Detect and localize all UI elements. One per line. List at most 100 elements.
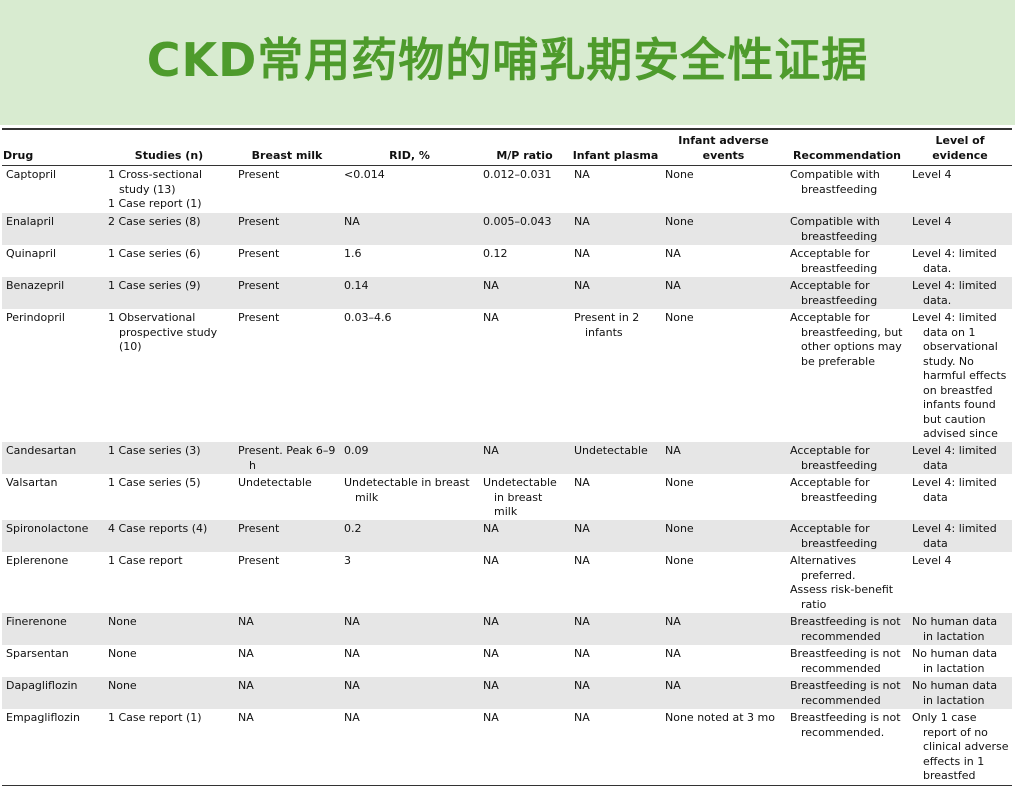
table-cell: 0.09: [340, 442, 479, 474]
column-header: Drug: [2, 128, 104, 166]
cell-text: None: [665, 554, 694, 567]
cell-content: No human data in lactation: [912, 615, 1010, 643]
table-cell: Empagliflozin: [2, 709, 104, 786]
cell-content: NA: [574, 679, 659, 694]
cell-content: Present: [238, 279, 338, 294]
cell-content: Level 4: limited data: [912, 444, 1010, 472]
table-cell: Present in 2 infants: [570, 309, 661, 442]
table-cell: Level 4: limited data: [908, 474, 1012, 520]
cell-text: Present: [238, 554, 280, 567]
cell-content: NA: [665, 279, 784, 294]
cell-content: NA: [344, 679, 477, 694]
table-cell: Compatible with breastfeeding: [786, 213, 908, 245]
cell-text: 0.12: [483, 247, 508, 260]
cell-text: NA: [665, 647, 681, 660]
cell-text: Undetectable: [574, 444, 648, 457]
table-cell: None: [661, 213, 786, 245]
cell-text: None: [108, 647, 137, 660]
cell-text: Present: [238, 247, 280, 260]
cell-text: Acceptable for breastfeeding: [790, 522, 878, 550]
cell-text: 0.14: [344, 279, 369, 292]
cell-content: None: [665, 476, 784, 491]
cell-text: Sparsentan: [6, 647, 69, 660]
cell-text: NA: [665, 444, 681, 457]
table-row: Enalapril 2 Case series (8) Present NA 0.005…: [2, 213, 1012, 245]
cell-text: Finerenone: [6, 615, 67, 628]
cell-text: 2 Case series (8): [108, 215, 201, 228]
cell-text: Empagliflozin: [6, 711, 80, 724]
column-header: RID, %: [340, 128, 479, 166]
table-cell: Candesartan: [2, 442, 104, 474]
cell-content: NA: [665, 647, 784, 662]
cell-text: NA: [483, 311, 499, 324]
table-cell: NA: [234, 613, 340, 645]
table-cell: NA: [479, 677, 570, 709]
cell-text: NA: [483, 279, 499, 292]
table-cell: NA: [661, 442, 786, 474]
table-cell: Present: [234, 277, 340, 309]
cell-text: Present: [238, 215, 280, 228]
table-cell: NA: [570, 520, 661, 552]
cell-content: Undetectable: [574, 444, 659, 459]
cell-content: None: [108, 615, 232, 630]
table-cell: None: [661, 552, 786, 613]
cell-text: 3: [344, 554, 351, 567]
table-cell: Perindopril: [2, 309, 104, 442]
cell-text: <0.014: [344, 168, 385, 181]
cell-content: Level 4: limited data on 1 observational…: [912, 311, 1010, 440]
cell-content: Spironolactone: [6, 522, 102, 537]
column-header: Level of evidence: [908, 128, 1012, 166]
cell-text: Perindopril: [6, 311, 65, 324]
table-cell: <0.014: [340, 166, 479, 214]
table-cell: Valsartan: [2, 474, 104, 520]
table-cell: Acceptable for breastfeeding: [786, 442, 908, 474]
table-row: Finerenone None NA NA NA NA NA Breastfeeding is…: [2, 613, 1012, 645]
cell-text: Level 4: limited data on 1 observational…: [912, 311, 1007, 440]
cell-content: None: [665, 311, 784, 326]
cell-content: Valsartan: [6, 476, 102, 491]
cell-content: 4 Case reports (4): [108, 522, 232, 537]
cell-text: None: [665, 215, 694, 228]
table-cell: NA: [661, 645, 786, 677]
table-cell: NA: [661, 677, 786, 709]
cell-text: NA: [574, 476, 590, 489]
cell-text: NA: [483, 615, 499, 628]
cell-content: 0.03–4.6: [344, 311, 477, 326]
cell-content: 1 Case series (3): [108, 444, 232, 459]
table-cell: NA: [234, 709, 340, 786]
cell-content: Acceptable for breastfeeding: [790, 247, 906, 275]
cell-text: Spironolactone: [6, 522, 89, 535]
cell-content: 1 Case series (9): [108, 279, 232, 294]
table-cell: NA: [570, 166, 661, 214]
table-cell: Acceptable for breastfeeding, but other …: [786, 309, 908, 442]
table-cell: None: [661, 309, 786, 442]
cell-content: Acceptable for breastfeeding, but other …: [790, 311, 906, 369]
cell-content: NA: [574, 647, 659, 662]
cell-text: NA: [344, 647, 360, 660]
cell-content: None: [665, 215, 784, 230]
cell-content: NA: [574, 554, 659, 569]
cell-text: Quinapril: [6, 247, 57, 260]
cell-text: Undetectable: [238, 476, 312, 489]
table-cell: 1 Cross-sectional study (13) 1 Case repor…: [104, 166, 234, 214]
table-cell: NA: [340, 645, 479, 677]
table-cell: 1 Case series (5): [104, 474, 234, 520]
cell-content: NA: [344, 615, 477, 630]
cell-text: 0.012–0.031: [483, 168, 552, 181]
cell-content: 1 Case report: [108, 554, 232, 569]
cell-text: Level 4: [912, 554, 952, 567]
cell-content: NA: [238, 647, 338, 662]
cell-content: Breastfeeding is not recommended.: [790, 711, 906, 740]
title-banner: CKD常用药物的哺乳期安全性证据: [0, 0, 1015, 125]
cell-content: No human data in lactation: [912, 679, 1010, 707]
table-body: Captopril 1 Cross-sectional study (13) 1 C…: [2, 166, 1012, 786]
table-cell: NA: [479, 613, 570, 645]
cell-text: None: [665, 311, 694, 324]
cell-content: NA: [665, 247, 784, 262]
cell-text: Undetectable in breast milk: [483, 476, 557, 518]
cell-content: NA: [574, 247, 659, 262]
table-cell: 3: [340, 552, 479, 613]
cell-text: Breastfeeding is not recommended.: [790, 711, 901, 739]
cell-text: NA: [574, 554, 590, 567]
table-cell: 0.2: [340, 520, 479, 552]
